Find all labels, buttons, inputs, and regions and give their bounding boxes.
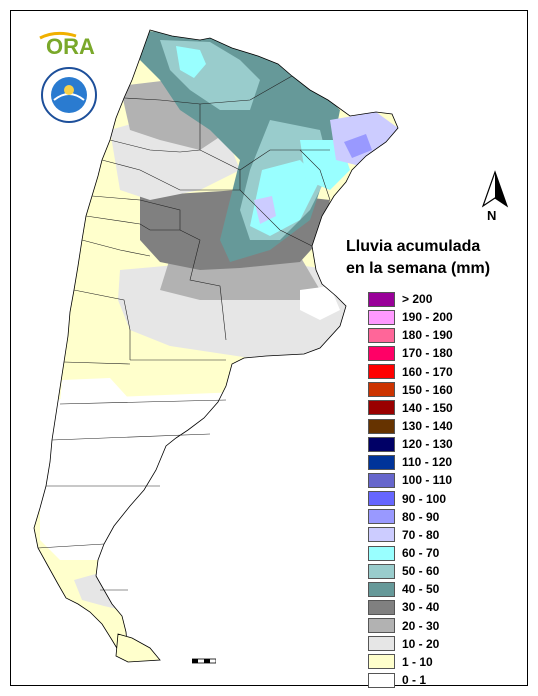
- legend-label: 120 - 130: [402, 437, 453, 452]
- legend-swatch: [368, 545, 395, 561]
- ora-logo: ORA: [39, 31, 95, 58]
- legend-item: 120 - 130: [368, 435, 453, 453]
- legend-item: 190 - 200: [368, 308, 453, 326]
- legend-item: 30 - 40: [368, 598, 453, 616]
- legend-swatch: [368, 654, 395, 670]
- legend-swatch: [368, 291, 395, 307]
- legend-label: > 200: [402, 292, 433, 307]
- province-boundaries: [37, 75, 331, 591]
- svg-text:ORA: ORA: [46, 34, 95, 58]
- legend-swatch: [368, 472, 395, 488]
- legend-label: 190 - 200: [402, 310, 453, 325]
- legend-swatch: [368, 382, 395, 398]
- legend-label: 100 - 110: [402, 473, 453, 488]
- legend-label: 110 - 120: [402, 455, 453, 470]
- legend-item: 170 - 180: [368, 344, 453, 362]
- legend-swatch: [368, 527, 395, 543]
- legend-label: 20 - 30: [402, 618, 440, 633]
- legend-swatch: [368, 618, 395, 634]
- legend-item: 1 - 10: [368, 653, 453, 671]
- legend-item: 140 - 150: [368, 399, 453, 417]
- north-label: N: [487, 208, 497, 223]
- legend-label: 150 - 160: [402, 382, 453, 397]
- legend-item: 110 - 120: [368, 453, 453, 471]
- legend-label: 90 - 100: [402, 491, 447, 506]
- legend-item: 50 - 60: [368, 562, 453, 580]
- legend-label: 0 - 1: [402, 673, 427, 688]
- legend-swatch: [368, 345, 395, 361]
- weather-service-seal: [41, 67, 97, 123]
- legend-label: 10 - 20: [402, 636, 440, 651]
- legend-swatch: [368, 599, 395, 615]
- legend-item: 100 - 110: [368, 471, 453, 489]
- legend-swatch: [368, 454, 395, 470]
- legend-swatch: [368, 491, 395, 507]
- legend-item: 80 - 90: [368, 508, 453, 526]
- legend-swatch: [368, 364, 395, 380]
- tierra-del-fuego: [115, 633, 161, 663]
- legend-item: 40 - 50: [368, 580, 453, 598]
- legend-label: 1 - 10: [402, 654, 433, 669]
- legend-item: 160 - 170: [368, 363, 453, 381]
- legend-swatch: [368, 309, 395, 325]
- legend-swatch: [368, 327, 395, 343]
- legend-label: 180 - 190: [402, 328, 453, 343]
- legend-swatch: [368, 581, 395, 597]
- legend-label: 80 - 90: [402, 509, 440, 524]
- scale-bar: [192, 658, 216, 664]
- legend-item: 20 - 30: [368, 617, 453, 635]
- legend-swatch: [368, 672, 395, 688]
- legend-item: 150 - 160: [368, 381, 453, 399]
- legend-swatch: [368, 418, 395, 434]
- legend-item: 90 - 100: [368, 490, 453, 508]
- legend-label: 160 - 170: [402, 364, 453, 379]
- legend-swatch: [368, 509, 395, 525]
- legend-label: 30 - 40: [402, 600, 440, 615]
- legend-item: 180 - 190: [368, 326, 453, 344]
- legend-label: 40 - 50: [402, 582, 440, 597]
- legend-swatch: [368, 400, 395, 416]
- legend-label: 140 - 150: [402, 400, 453, 415]
- legend-title-line2: en la semana (mm): [346, 260, 491, 277]
- north-arrow-icon: [481, 170, 509, 208]
- legend-item: 10 - 20: [368, 635, 453, 653]
- legend-label: 130 - 140: [402, 419, 453, 434]
- legend-item: 70 - 80: [368, 526, 453, 544]
- legend-item: 130 - 140: [368, 417, 453, 435]
- legend-title-line1: Lluvia acumulada: [346, 238, 481, 255]
- legend-label: 170 - 180: [402, 346, 453, 361]
- legend-swatch: [368, 436, 395, 452]
- legend-title: Lluvia acumulada en la semana (mm): [346, 236, 490, 280]
- legend-label: 70 - 80: [402, 527, 440, 542]
- legend-item: 0 - 1: [368, 671, 453, 689]
- legend-item: 60 - 70: [368, 544, 453, 562]
- legend: > 200 190 - 200 180 - 190 170 - 180 160 - 17…: [368, 290, 453, 689]
- legend-label: 60 - 70: [402, 546, 440, 561]
- legend-swatch: [368, 563, 395, 579]
- country-outline: [33, 29, 399, 655]
- legend-label: 50 - 60: [402, 564, 440, 579]
- legend-item: > 200: [368, 290, 453, 308]
- legend-swatch: [368, 636, 395, 652]
